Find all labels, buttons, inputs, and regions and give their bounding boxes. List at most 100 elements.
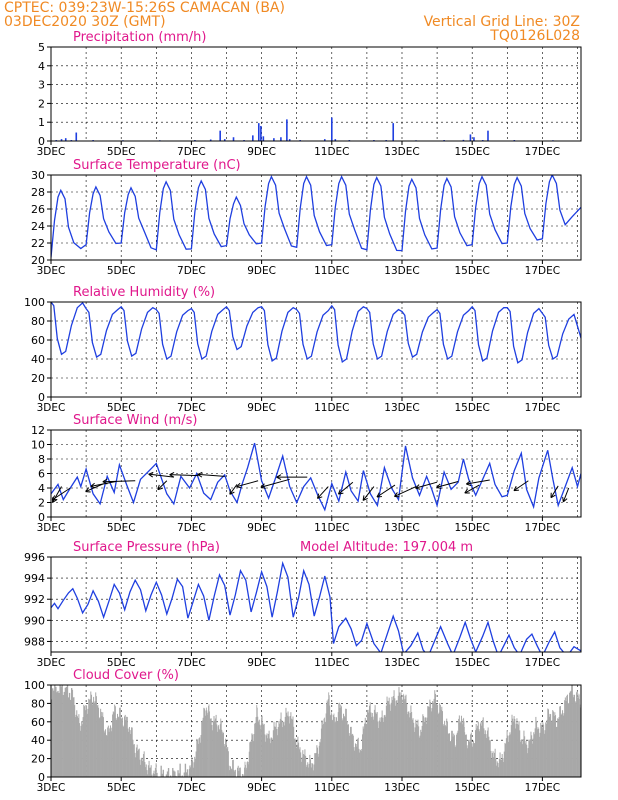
- cloud-bar: [89, 699, 91, 777]
- cloud-bar: [469, 741, 471, 777]
- cloud-bar: [578, 694, 580, 777]
- cloud-bar: [355, 744, 357, 777]
- cloud-bar: [271, 738, 273, 777]
- cloud-bar: [437, 704, 439, 777]
- cloud-bar: [499, 752, 501, 777]
- cloud-bar: [233, 770, 235, 777]
- cloud-bar: [549, 713, 551, 777]
- wind-arrow-head: [197, 471, 203, 475]
- cloud-bar: [247, 764, 249, 777]
- cloud-bar: [530, 731, 532, 777]
- cloud-bar: [406, 703, 408, 777]
- precip-bar: [288, 139, 291, 141]
- cloud-bar: [103, 730, 105, 777]
- cloud-bar: [142, 760, 144, 777]
- cloud-bar: [53, 690, 55, 777]
- cloud-bar: [128, 726, 130, 777]
- cloud-bar: [117, 716, 119, 777]
- cloud-bar: [58, 692, 60, 777]
- cloud-bar: [371, 712, 373, 777]
- cloud-bar: [106, 735, 108, 777]
- cloud-bar: [412, 718, 414, 777]
- panel-title: Surface Pressure (hPa): [73, 540, 220, 555]
- cloud-bar: [94, 701, 96, 777]
- cloud-bar: [433, 698, 435, 777]
- cloud-bar: [299, 747, 301, 777]
- cloud-bar: [357, 739, 359, 777]
- cloud-bar: [464, 726, 465, 777]
- plot-frame: [50, 301, 582, 398]
- cloud-bar: [291, 718, 293, 777]
- wind-arrow-head: [415, 484, 420, 489]
- cloud-bar: [307, 767, 309, 777]
- cloud-bar: [331, 714, 333, 777]
- wind-arrow-head: [102, 478, 108, 483]
- x-tick-label: 3DEC: [37, 782, 66, 794]
- cloud-bar: [267, 738, 269, 777]
- cloud-bar: [274, 726, 276, 777]
- cloud-bar: [149, 767, 151, 777]
- cloud-bar: [364, 717, 366, 777]
- cloud-bar: [296, 744, 298, 777]
- cloud-bar: [301, 757, 303, 777]
- wind-arrow: [376, 484, 396, 498]
- cloud-bar: [318, 745, 320, 777]
- precip-bar: [462, 139, 465, 141]
- cloud-bar: [308, 763, 310, 777]
- cloud-bar: [579, 707, 581, 777]
- cloud-bar: [109, 725, 111, 777]
- cloud-bar: [226, 748, 228, 777]
- cloud-bar: [566, 695, 568, 777]
- wind-arrow: [338, 481, 354, 495]
- cloud-bar: [393, 690, 395, 777]
- cloud-bar: [98, 707, 100, 777]
- cloud-bar: [403, 693, 405, 777]
- cloud-bar: [191, 757, 193, 777]
- cloud-bar: [138, 748, 140, 777]
- cloud-bar: [446, 721, 448, 777]
- cloud-bar: [204, 708, 206, 777]
- wind-arrow: [394, 486, 417, 497]
- cloud-bar: [119, 707, 121, 777]
- cloud-bar: [267, 733, 269, 777]
- cloud-bar: [183, 772, 186, 777]
- cloud-bar: [270, 743, 272, 777]
- cloud-bar: [166, 771, 169, 777]
- cloud-bar: [510, 734, 512, 777]
- cloud-bar: [557, 718, 559, 777]
- wind-arrow-head: [436, 486, 442, 490]
- cloud-bar: [134, 752, 136, 777]
- cloud-bar: [529, 740, 531, 777]
- cloud-bar: [507, 741, 509, 777]
- y-tick-label: 20: [31, 372, 45, 385]
- precip-bar: [252, 135, 254, 141]
- cloud-bar: [312, 763, 314, 777]
- panel-4: 02 46 810 12 3DEC 5DEC 7DEC 9DEC 11DEC 13DEC 15DEC…: [31, 413, 582, 534]
- cloud-bar: [517, 724, 519, 777]
- cloud-bar: [336, 721, 338, 777]
- cloud-bar: [59, 685, 61, 777]
- cloud-bar: [257, 716, 259, 777]
- cloud-bar: [54, 685, 56, 777]
- y-tick-label: 40: [31, 353, 45, 366]
- cloud-bar: [460, 721, 462, 777]
- cloud-bar: [354, 743, 356, 777]
- cloud-bar: [524, 743, 526, 777]
- cloud-bar: [474, 742, 476, 777]
- cloud-bar: [186, 769, 189, 777]
- cloud-bar: [293, 738, 295, 777]
- cloud-bar: [55, 686, 57, 777]
- cloud-bar: [458, 715, 460, 777]
- cloud-bar: [576, 692, 578, 777]
- cloud-bar: [404, 698, 405, 777]
- cloud-bar: [72, 689, 74, 777]
- cloud-bar: [86, 705, 88, 777]
- cloud-bar: [351, 734, 353, 777]
- cloud-bar: [401, 697, 403, 777]
- cloud-bar: [385, 716, 387, 777]
- cloud-bar: [401, 704, 403, 777]
- cloud-bar: [539, 732, 541, 777]
- cloud-bar: [314, 753, 316, 777]
- cloud-bar: [71, 688, 73, 777]
- cloud-bar: [262, 723, 264, 777]
